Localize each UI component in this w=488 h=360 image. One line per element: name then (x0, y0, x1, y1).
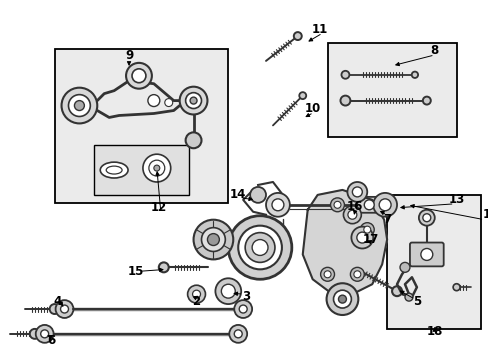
Circle shape (215, 278, 241, 304)
Circle shape (356, 232, 367, 243)
Text: 16: 16 (346, 200, 363, 213)
Text: 15: 15 (127, 265, 144, 278)
Text: 4: 4 (53, 294, 61, 307)
Circle shape (351, 227, 372, 248)
Circle shape (352, 187, 362, 197)
Text: 10: 10 (304, 102, 320, 115)
Text: 11: 11 (311, 23, 327, 36)
Circle shape (201, 228, 225, 252)
Circle shape (190, 97, 197, 104)
Circle shape (221, 284, 235, 298)
Circle shape (271, 199, 284, 211)
Text: 12: 12 (150, 201, 166, 214)
Circle shape (363, 226, 370, 233)
Circle shape (324, 271, 330, 278)
Circle shape (229, 325, 246, 343)
Circle shape (228, 216, 291, 279)
Circle shape (234, 330, 242, 338)
Circle shape (185, 93, 201, 108)
Circle shape (238, 226, 281, 269)
Circle shape (353, 271, 360, 278)
Circle shape (147, 95, 160, 107)
Circle shape (418, 210, 434, 226)
Circle shape (126, 63, 152, 89)
Circle shape (422, 214, 430, 222)
Circle shape (320, 267, 334, 281)
Text: 13: 13 (447, 193, 464, 206)
Bar (386, 195, 480, 329)
Circle shape (293, 32, 301, 40)
Circle shape (250, 187, 265, 203)
Circle shape (185, 132, 201, 148)
Circle shape (30, 329, 40, 339)
Circle shape (207, 234, 219, 246)
Text: 1: 1 (481, 208, 488, 221)
Circle shape (333, 290, 351, 308)
Circle shape (154, 165, 160, 171)
Circle shape (192, 290, 200, 298)
Circle shape (399, 262, 409, 272)
Bar (55, 49, 228, 203)
Circle shape (142, 154, 170, 182)
Circle shape (244, 233, 274, 262)
Circle shape (61, 88, 97, 123)
Text: 2: 2 (192, 294, 200, 307)
Polygon shape (357, 197, 380, 213)
Circle shape (61, 305, 68, 313)
Circle shape (347, 210, 356, 219)
Circle shape (340, 96, 350, 105)
Circle shape (265, 193, 289, 217)
Circle shape (299, 92, 305, 99)
Circle shape (411, 72, 417, 78)
Text: 9: 9 (124, 49, 133, 62)
Circle shape (234, 300, 252, 318)
Circle shape (68, 95, 90, 117)
Circle shape (364, 200, 373, 210)
Circle shape (239, 305, 246, 313)
Circle shape (326, 283, 358, 315)
Circle shape (391, 286, 401, 296)
FancyBboxPatch shape (409, 243, 443, 266)
Ellipse shape (100, 162, 128, 178)
Circle shape (56, 300, 73, 318)
Circle shape (372, 193, 396, 217)
Circle shape (338, 295, 346, 303)
Bar (327, 43, 456, 137)
Circle shape (179, 87, 207, 114)
Circle shape (346, 182, 366, 202)
Circle shape (49, 304, 60, 314)
Circle shape (404, 293, 412, 301)
Circle shape (452, 284, 459, 291)
Bar (94, 145, 188, 195)
Circle shape (74, 100, 84, 111)
Text: 18: 18 (426, 325, 442, 338)
Circle shape (343, 206, 361, 224)
Circle shape (193, 220, 233, 260)
Circle shape (164, 99, 172, 107)
Text: 8: 8 (430, 44, 438, 58)
Circle shape (350, 267, 364, 281)
Circle shape (132, 69, 145, 83)
Circle shape (333, 201, 340, 208)
Circle shape (159, 262, 168, 272)
Text: 6: 6 (47, 334, 56, 347)
Circle shape (187, 285, 205, 303)
Polygon shape (302, 190, 386, 294)
Circle shape (148, 160, 164, 176)
Ellipse shape (106, 166, 122, 174)
Text: 5: 5 (412, 294, 420, 307)
Circle shape (420, 248, 432, 260)
Circle shape (330, 198, 344, 212)
Text: 17: 17 (363, 233, 379, 246)
Circle shape (378, 199, 390, 211)
Circle shape (360, 223, 373, 237)
Circle shape (252, 239, 267, 256)
Circle shape (341, 71, 349, 79)
Circle shape (422, 96, 430, 104)
Text: 3: 3 (242, 290, 250, 303)
Circle shape (36, 325, 54, 343)
Text: 14: 14 (229, 188, 246, 201)
Text: 7: 7 (382, 213, 390, 226)
Circle shape (41, 330, 48, 338)
